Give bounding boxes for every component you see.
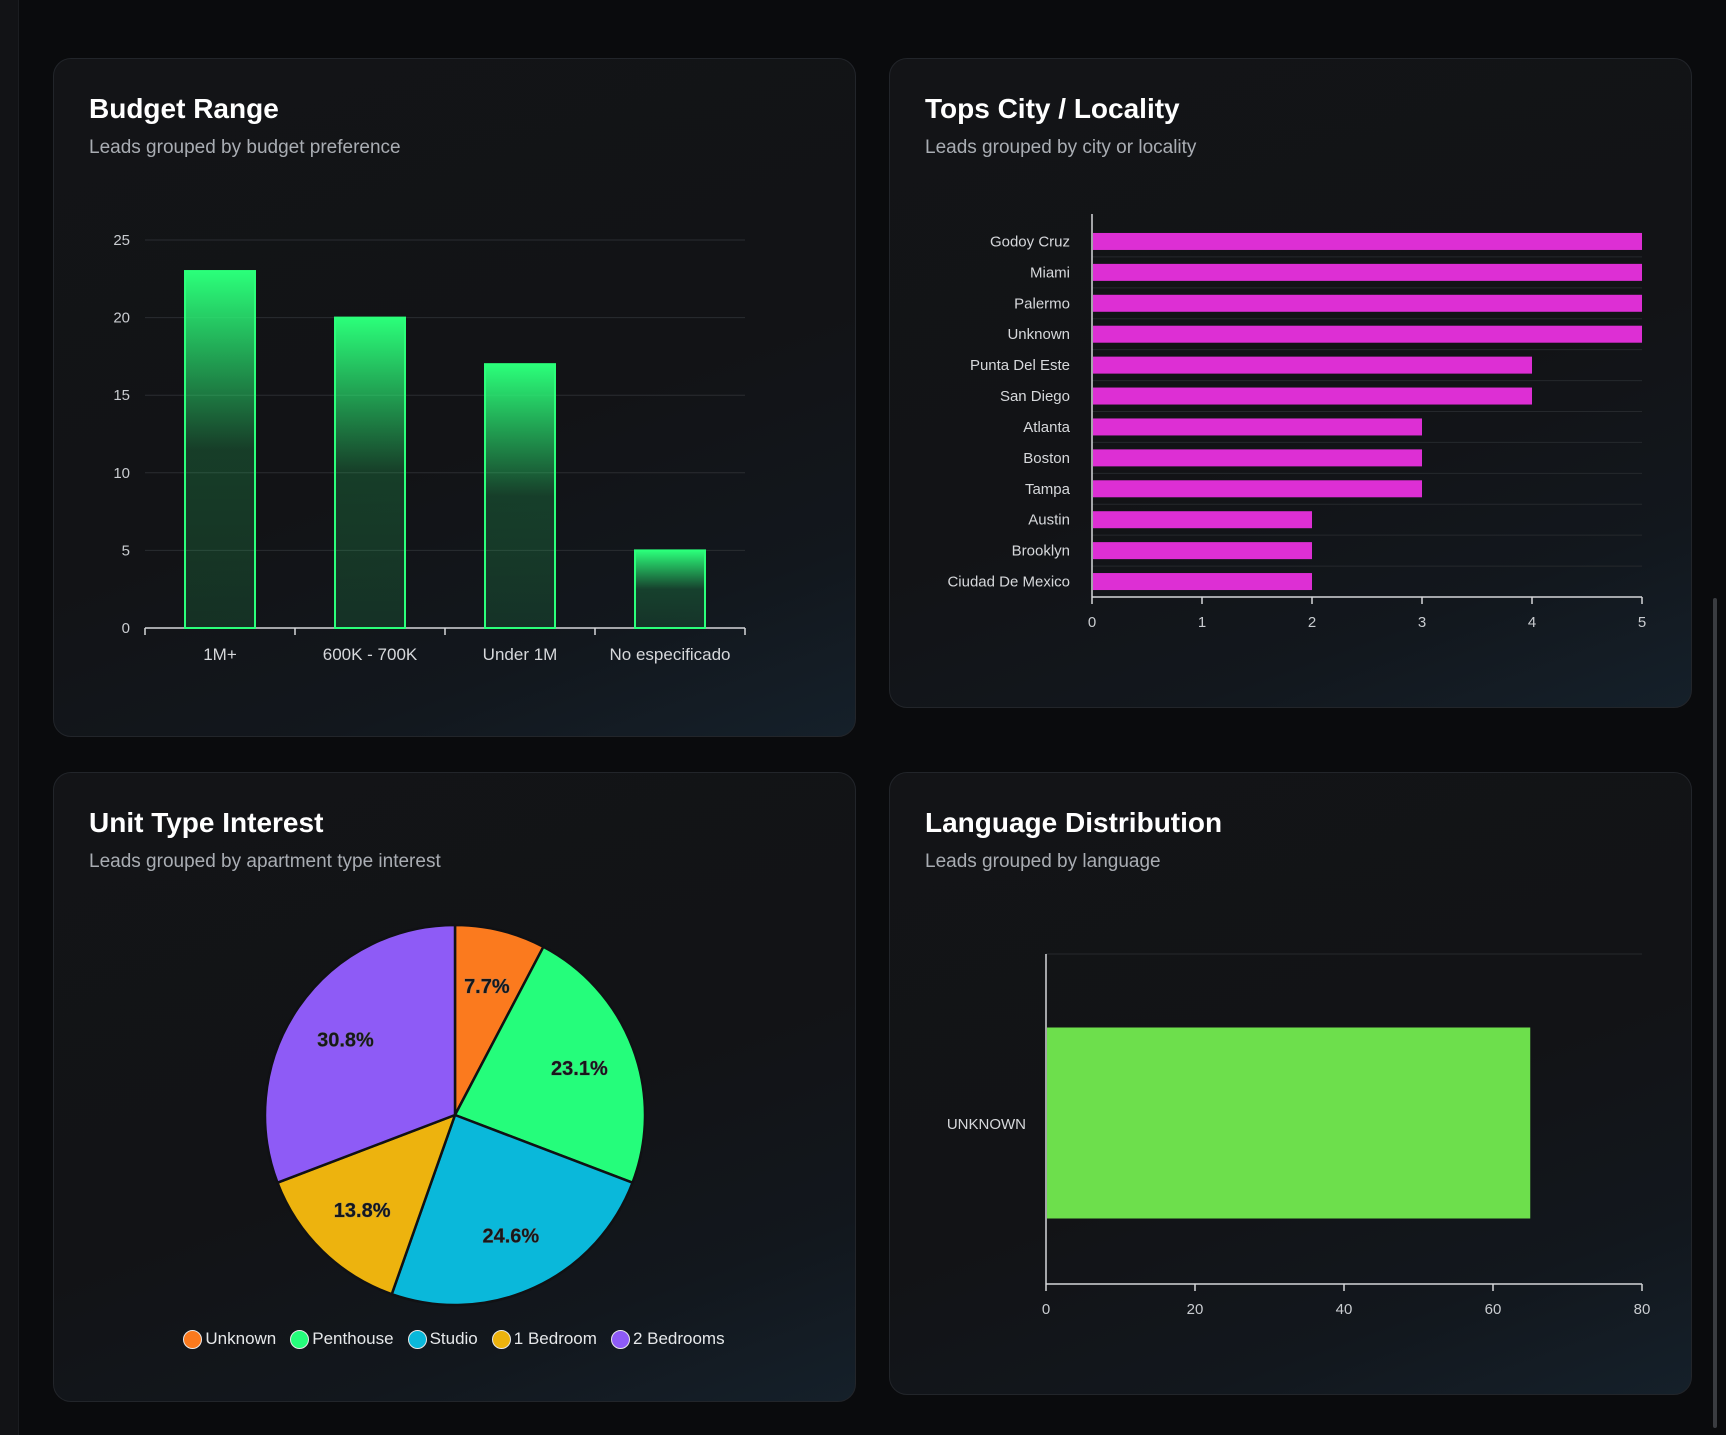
legend-swatch — [290, 1329, 310, 1349]
language-bar-chart: 0 20 40 60 80 UNKNOWN — [947, 953, 1651, 1318]
bar-600k-700k — [334, 316, 406, 629]
y-tick-label: Unknown — [1007, 326, 1070, 343]
y-tick-label: 10 — [113, 465, 130, 482]
x-tick-label: 2 — [1308, 614, 1316, 631]
pie-slice-studio — [390, 1113, 634, 1307]
legend-label: 1 Bedroom — [513, 1329, 597, 1348]
pie-slice-unknown — [453, 923, 545, 1117]
x-tick-label: 600K - 700K — [323, 645, 418, 664]
unit-card-subtitle: Leads grouped by apartment type interest — [89, 851, 441, 872]
y-tick-label: Miami — [1030, 264, 1070, 281]
legend-swatch — [407, 1329, 427, 1349]
x-tick-label: 60 — [1485, 1301, 1502, 1318]
y-tick-label: Boston — [1023, 450, 1070, 467]
x-tick-label: 80 — [1634, 1301, 1651, 1318]
bar-atlanta — [1093, 418, 1422, 436]
y-tick-label: San Diego — [1000, 388, 1070, 405]
bar-ciudad-de-mexico — [1093, 573, 1312, 591]
pie-value-label: 23.1% — [551, 1058, 608, 1080]
y-tick-label: Austin — [1028, 512, 1070, 529]
bar-san-diego — [1093, 387, 1532, 405]
pie-value-label: 24.6% — [483, 1226, 540, 1248]
x-tick-label: 1M+ — [203, 645, 237, 664]
x-tick-label: 5 — [1638, 614, 1646, 631]
y-tick-label: Ciudad De Mexico — [947, 574, 1070, 591]
bar-brooklyn — [1093, 542, 1312, 560]
budget-bar-chart: 0 5 10 15 20 25 1M+ 600K - 700K Under 1M No espec… — [113, 232, 746, 664]
unit-type-card: Unit Type Interest Leads grouped by apar… — [53, 772, 856, 1402]
x-tick-label: 0 — [1042, 1301, 1050, 1318]
budget-card-title: Budget Range — [89, 93, 279, 124]
legend-swatch — [491, 1329, 511, 1349]
x-tick-label: 20 — [1187, 1301, 1204, 1318]
x-tick-label: No especificado — [610, 645, 731, 664]
y-tick-label: 5 — [122, 542, 130, 559]
page-scrollbar[interactable] — [1713, 598, 1717, 1428]
legend-item-penthouse[interactable]: Penthouse — [290, 1329, 394, 1349]
unit-pie-chart: 7.7% 23.1% 24.6% 13.8% 30.8% — [263, 923, 647, 1307]
legend-item-unknown[interactable]: Unknown — [183, 1329, 276, 1349]
x-tick-label: 4 — [1528, 614, 1536, 631]
y-tick-label: 0 — [122, 620, 130, 637]
legend-item-2-bedrooms[interactable]: 2 Bedrooms — [610, 1329, 725, 1349]
y-tick-label: Palermo — [1014, 295, 1070, 312]
city-locality-card: Tops City / Locality Leads grouped by ci… — [889, 58, 1692, 708]
bar-1m — [184, 270, 256, 629]
left-rail — [0, 0, 19, 1435]
bar-no-especificado — [634, 549, 706, 629]
pie-slice-1-bedroom — [276, 1113, 457, 1296]
city-bar-chart: 0 1 2 3 4 5 Godoy Cruz Miami Palermo Unknown Punta… — [947, 214, 1646, 631]
y-tick-label: 15 — [113, 387, 130, 404]
bar-under-1m — [484, 363, 556, 629]
legend-label: 2 Bedrooms — [632, 1329, 725, 1348]
pie-slice-2-bedrooms — [263, 923, 457, 1184]
legend-item-1-bedroom[interactable]: 1 Bedroom — [491, 1329, 597, 1349]
y-tick-label: Godoy Cruz — [990, 233, 1070, 250]
bar-austin — [1093, 511, 1312, 529]
unit-card-title: Unit Type Interest — [89, 807, 324, 838]
legend-swatch — [183, 1329, 203, 1349]
bar-palermo — [1093, 294, 1642, 312]
budget-range-card: Budget Range Leads grouped by budget pre… — [53, 58, 856, 737]
pie-value-label: 7.7% — [464, 976, 510, 998]
bar-punta-del-este — [1093, 356, 1532, 374]
language-card-subtitle: Leads grouped by language — [925, 851, 1161, 872]
legend-label: Studio — [429, 1329, 478, 1348]
bar-unknown — [1093, 325, 1642, 343]
y-tick-label: Brooklyn — [1012, 543, 1070, 560]
x-tick-label: 40 — [1336, 1301, 1353, 1318]
unit-pie-legend: Unknown Penthouse Studio 1 Bedroom 2 Bedroom… — [54, 1329, 854, 1349]
y-tick-label: Atlanta — [1023, 419, 1070, 436]
x-tick-label: Under 1M — [483, 645, 558, 664]
x-tick-label: 1 — [1198, 614, 1206, 631]
language-card-title: Language Distribution — [925, 807, 1223, 838]
bar-miami — [1093, 263, 1642, 281]
bar-unknown — [1047, 1027, 1531, 1219]
bar-tampa — [1093, 480, 1422, 498]
y-tick-label: UNKNOWN — [947, 1116, 1026, 1133]
x-tick-label: 0 — [1088, 614, 1096, 631]
pie-value-label: 13.8% — [334, 1200, 391, 1222]
y-tick-label: 20 — [113, 310, 130, 327]
legend-swatch — [610, 1329, 630, 1349]
bar-boston — [1093, 449, 1422, 467]
legend-item-studio[interactable]: Studio — [407, 1329, 478, 1349]
x-tick-label: 3 — [1418, 614, 1426, 631]
y-tick-label: Tampa — [1025, 481, 1071, 498]
legend-label: Unknown — [205, 1329, 277, 1348]
pie-value-label: 30.8% — [317, 1030, 374, 1052]
city-card-title: Tops City / Locality — [925, 93, 1180, 124]
budget-card-subtitle: Leads grouped by budget preference — [89, 137, 401, 158]
legend-label: Penthouse — [312, 1329, 394, 1348]
language-card: Language Distribution Leads grouped by l… — [889, 772, 1692, 1395]
pie-slice-penthouse — [453, 945, 647, 1184]
y-tick-label: 25 — [113, 232, 130, 249]
y-tick-label: Punta Del Este — [970, 357, 1070, 374]
bar-godoy-cruz — [1093, 232, 1642, 250]
city-card-subtitle: Leads grouped by city or locality — [925, 137, 1197, 158]
